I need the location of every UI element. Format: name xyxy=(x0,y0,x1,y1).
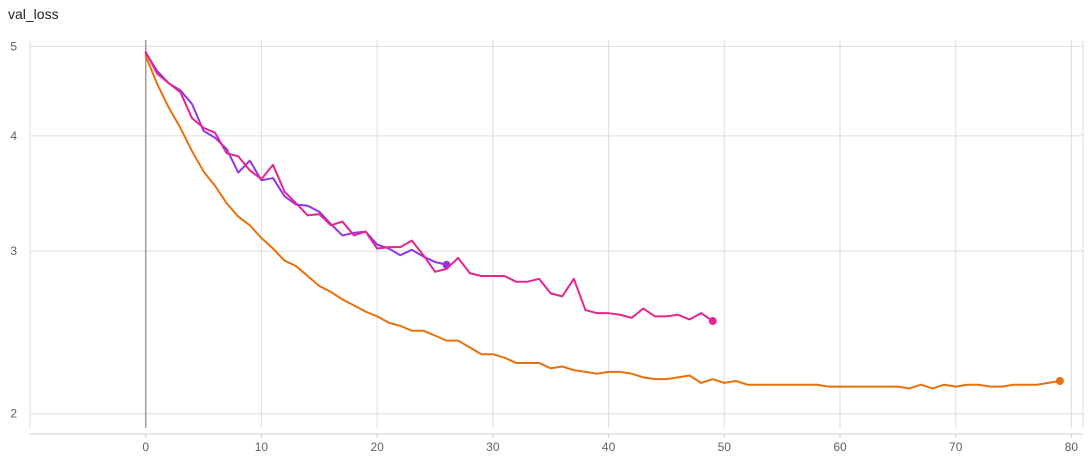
y-tick-label: 5 xyxy=(10,39,17,53)
series-line-2 xyxy=(144,51,448,266)
y-tick-label: 2 xyxy=(10,407,17,421)
grid xyxy=(30,40,1083,428)
x-tick-label: 40 xyxy=(602,440,616,454)
x-tick-label: 50 xyxy=(718,440,732,454)
tick-labels: 0 10 20 30 40 50 60 70 80 2 3 4 5 xyxy=(10,39,1078,454)
chart-title: val_loss xyxy=(8,6,59,22)
x-tick-label: 0 xyxy=(142,440,149,454)
x-tick-label: 10 xyxy=(255,440,269,454)
axes xyxy=(29,40,1084,438)
series-line-3 xyxy=(144,51,714,323)
series-line-1 xyxy=(144,55,1061,390)
series-lines xyxy=(144,51,1064,390)
x-tick-label: 20 xyxy=(370,440,384,454)
x-tick-label: 70 xyxy=(949,440,963,454)
x-tick-label: 60 xyxy=(833,440,847,454)
series-end-marker-3 xyxy=(708,317,717,326)
y-tick-label: 3 xyxy=(10,244,17,258)
series-end-marker-1 xyxy=(1055,377,1064,386)
y-tick-label: 4 xyxy=(10,129,17,143)
x-tick-label: 30 xyxy=(486,440,500,454)
x-tick-label: 80 xyxy=(1065,440,1079,454)
